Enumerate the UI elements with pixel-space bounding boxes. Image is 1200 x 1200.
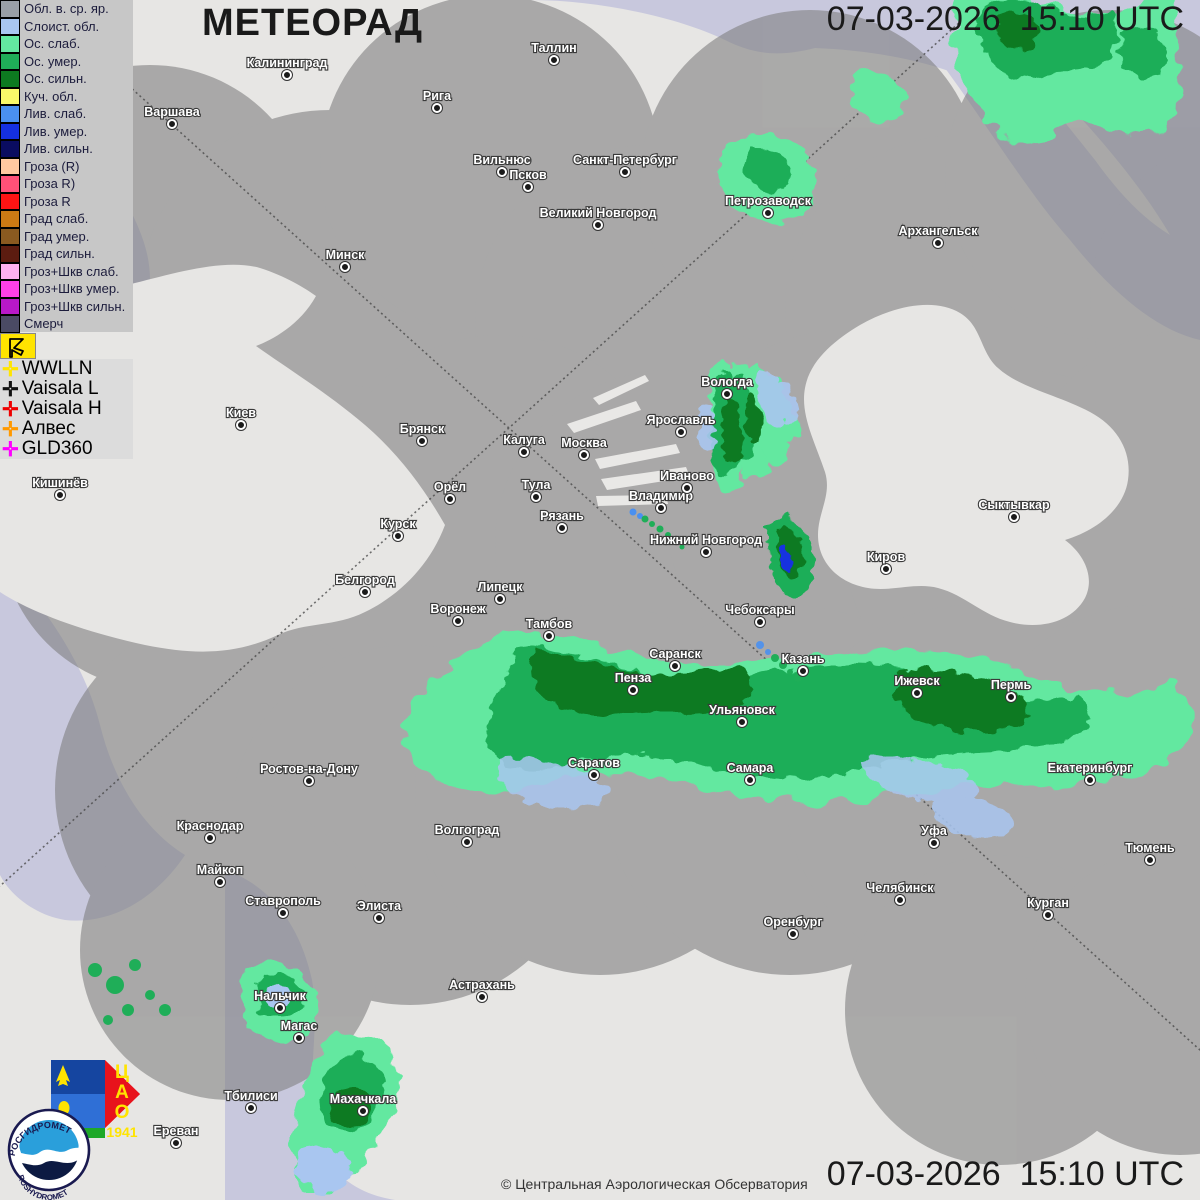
svg-text:Ц: Ц: [115, 1062, 129, 1083]
svg-text:О: О: [115, 1102, 130, 1123]
svg-text:1941: 1941: [106, 1124, 137, 1140]
svg-text:А: А: [115, 1082, 129, 1103]
